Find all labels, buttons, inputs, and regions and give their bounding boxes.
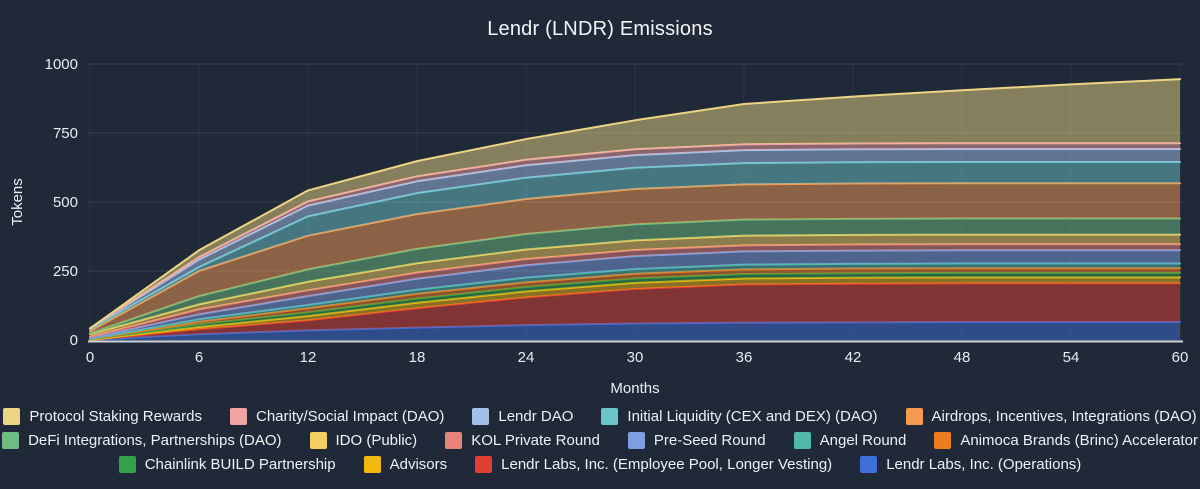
legend-item-defi-integrations-partnerships-dao-[interactable]: DeFi Integrations, Partnerships (DAO)	[2, 432, 282, 449]
legend-row: Protocol Staking Rewards Charity/Social I…	[0, 405, 1200, 428]
area-initial-liquidity-cex-and-dex-dao-	[90, 161, 1180, 332]
legend-swatch	[627, 432, 645, 449]
y-tick-label: 250	[53, 263, 78, 280]
area-protocol-staking-rewards	[90, 79, 1180, 329]
legend-item-charity-social-impact-dao-[interactable]: Charity/Social Impact (DAO)	[229, 408, 445, 425]
legend-row: Chainlink BUILD Partnership Advisors Lendr…	[105, 453, 1096, 476]
legend-swatch	[860, 456, 878, 473]
legend-swatch	[472, 408, 490, 425]
legend-item-chainlink-build-partnership[interactable]: Chainlink BUILD Partnership	[118, 456, 336, 473]
x-tick-label: 36	[736, 349, 753, 366]
y-axis-title: Tokens	[9, 178, 26, 226]
legend-item-advisors[interactable]: Advisors	[363, 456, 448, 473]
legend-label: Initial Liquidity (CEX and DEX) (DAO)	[627, 408, 878, 425]
legend-item-angel-round[interactable]: Angel Round	[793, 432, 907, 449]
y-tick-label: 0	[70, 332, 78, 349]
legend-item-ido-public-[interactable]: IDO (Public)	[309, 432, 418, 449]
area-lendr-labs-inc-operations-	[90, 322, 1180, 340]
line-protocol-staking-rewards	[89, 78, 1181, 330]
x-tick-label: 0	[86, 349, 94, 366]
x-tick-label: 60	[1172, 349, 1189, 366]
x-tick-label: 54	[1063, 349, 1080, 366]
y-tick-label: 1000	[45, 56, 78, 73]
legend-item-lendr-labs-inc-employee-pool-longer-vesting-[interactable]: Lendr Labs, Inc. (Employee Pool, Longer …	[475, 456, 832, 473]
legend-label: DeFi Integrations, Partnerships (DAO)	[28, 432, 282, 449]
legend-label: Airdrops, Incentives, Integrations (DAO)	[931, 408, 1197, 425]
x-tick-label: 6	[195, 349, 203, 366]
legend-label: Advisors	[389, 456, 448, 473]
x-axis-title: Months	[610, 380, 659, 397]
legend-swatch	[934, 432, 952, 449]
legend-swatch	[3, 408, 21, 425]
legend-label: Animoca Brands (Brinc) Accelerator	[960, 432, 1198, 449]
legend-swatch	[118, 456, 136, 473]
legend-row: DeFi Integrations, Partnerships (DAO) IDO…	[0, 429, 1200, 452]
legend-label: Angel Round	[819, 432, 907, 449]
legend-label: Chainlink BUILD Partnership	[144, 456, 336, 473]
area-pre-seed-round	[90, 250, 1180, 339]
legend-item-lendr-dao[interactable]: Lendr DAO	[472, 408, 573, 425]
legend-label: Lendr Labs, Inc. (Operations)	[886, 456, 1082, 473]
legend-item-protocol-staking-rewards[interactable]: Protocol Staking Rewards	[3, 408, 202, 425]
x-tick-label: 30	[627, 349, 644, 366]
legend-swatch	[363, 456, 381, 473]
x-tick-label: 24	[518, 349, 535, 366]
x-tick-label: 12	[300, 349, 317, 366]
legend-swatch	[475, 456, 493, 473]
legend-label: Lendr Labs, Inc. (Employee Pool, Longer …	[501, 456, 833, 473]
x-tick-label: 18	[409, 349, 426, 366]
legend-swatch	[793, 432, 811, 449]
legend-label: Charity/Social Impact (DAO)	[255, 408, 445, 425]
y-tick-label: 500	[53, 194, 78, 211]
legend-item-initial-liquidity-cex-and-dex-dao-[interactable]: Initial Liquidity (CEX and DEX) (DAO)	[601, 408, 878, 425]
x-tick-label: 42	[845, 349, 862, 366]
legend-label: Protocol Staking Rewards	[29, 408, 202, 425]
chart-title: Lendr (LNDR) Emissions	[487, 18, 713, 40]
legend-swatch	[2, 432, 20, 449]
legend-item-animoca-brands-brinc-accelerator[interactable]: Animoca Brands (Brinc) Accelerator	[934, 432, 1198, 449]
area-ido-public-	[90, 234, 1180, 337]
legend-swatch	[309, 432, 327, 449]
emissions-stacked-area-chart: 0 250 500 750 1000 0 6 12 18 24 30 36 42 48 54 60 Tokens…	[9, 56, 1189, 397]
legend-label: Pre-Seed Round	[653, 432, 766, 449]
area-lendr-labs-inc-employee-pool-longer-vesting-	[90, 283, 1180, 340]
legend-item-lendr-labs-inc-operations-[interactable]: Lendr Labs, Inc. (Operations)	[860, 456, 1081, 473]
legend-swatch	[601, 408, 619, 425]
x-tick-label: 48	[954, 349, 971, 366]
legend-label: KOL Private Round	[471, 432, 600, 449]
area-defi-integrations-partnerships-dao-	[90, 218, 1180, 335]
chart-legend: Protocol Staking Rewards Charity/Social I…	[0, 405, 1200, 476]
area-airdrops-incentives-integrations-dao-	[90, 183, 1180, 334]
legend-swatch	[905, 408, 923, 425]
legend-swatch	[445, 432, 463, 449]
y-tick-label: 750	[53, 125, 78, 142]
legend-swatch	[229, 408, 247, 425]
legend-item-kol-private-round[interactable]: KOL Private Round	[445, 432, 600, 449]
legend-item-pre-seed-round[interactable]: Pre-Seed Round	[627, 432, 766, 449]
legend-label: IDO (Public)	[335, 432, 418, 449]
legend-item-airdrops-incentives-integrations-dao-[interactable]: Airdrops, Incentives, Integrations (DAO)	[905, 408, 1197, 425]
legend-label: Lendr DAO	[498, 408, 574, 425]
